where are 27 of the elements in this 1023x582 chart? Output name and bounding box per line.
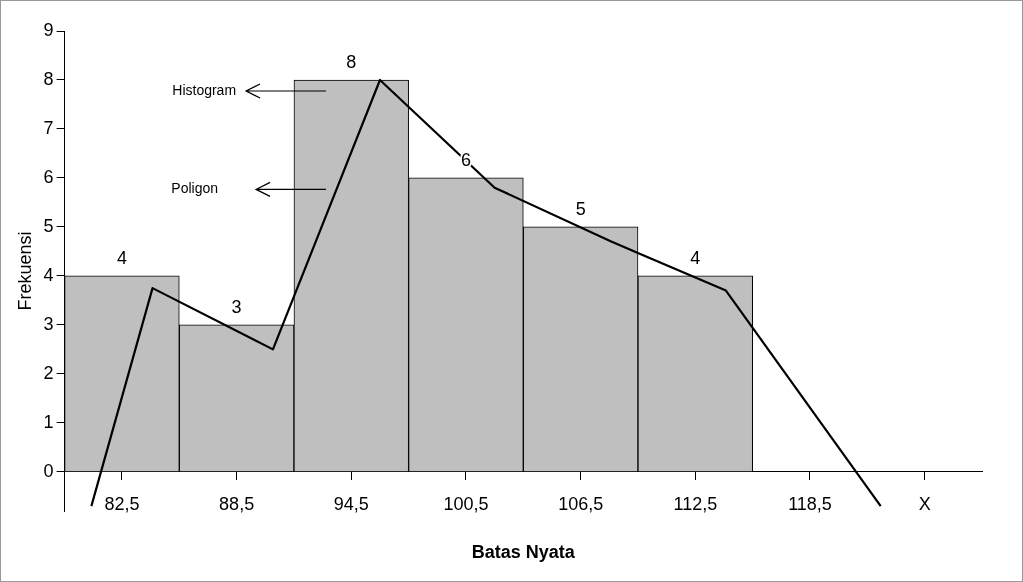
annotation: Histogram [172, 81, 237, 98]
data-label: 5 [575, 198, 586, 219]
x-tick-label: 88,5 [219, 493, 255, 514]
y-tick-label: 9 [43, 19, 54, 40]
y-tick-label: 1 [43, 411, 54, 432]
y-tick-label: 5 [43, 215, 54, 236]
x-tick-label: 118,5 [788, 493, 832, 514]
annotation: Poligon [171, 180, 219, 197]
data-label: 4 [116, 247, 127, 268]
x-tick-label: X [918, 493, 931, 514]
data-label: 4 [690, 247, 701, 268]
y-axis-title: Frekuensi [14, 231, 35, 311]
y-tick-label: 6 [43, 166, 54, 187]
data-label: 8 [346, 51, 357, 72]
data-label: 3 [231, 296, 242, 317]
x-tick-label: 94,5 [333, 493, 369, 514]
y-tick-label: 0 [43, 460, 54, 481]
y-tick-label: 7 [43, 117, 54, 138]
x-tick-label: 106,5 [558, 493, 604, 514]
x-tick-label: 100,5 [443, 493, 489, 514]
y-tick-label: 3 [43, 313, 54, 334]
y-tick-label: 2 [43, 362, 54, 383]
x-tick-label: 82,5 [104, 493, 140, 514]
y-tick-label: 8 [43, 68, 54, 89]
x-axis-title: Batas Nyata [471, 541, 576, 562]
x-tick-label: 112,5 [673, 493, 718, 514]
y-tick-label: 4 [43, 264, 54, 285]
